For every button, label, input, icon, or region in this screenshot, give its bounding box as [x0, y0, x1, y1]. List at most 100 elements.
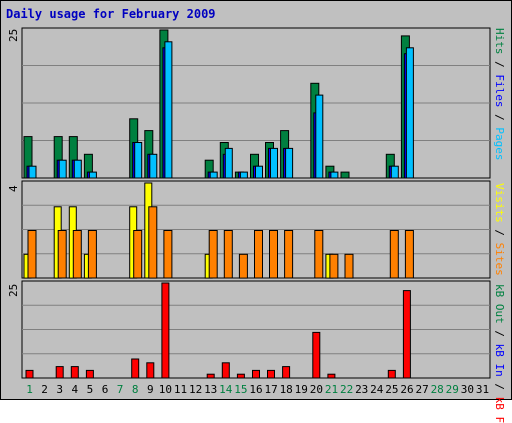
kbf-bar-day-21 [327, 373, 336, 379]
top-panel-legend: Hits / Files / Pages [493, 28, 506, 161]
legend-entry: kB Out [493, 284, 506, 324]
x-axis-tick-label: 9 [147, 383, 154, 396]
x-axis-tick-label: 23 [355, 383, 368, 396]
chart-plot: 1 2 3 4 5 6 7 8 9 10 11 12 13 14 15 16 17 18 19 20 21 22 23 24 2… [21, 27, 491, 396]
sites-bar-day-10 [163, 230, 173, 279]
sites-bar-day-9 [148, 206, 158, 279]
kbf-bar-day-9 [146, 362, 155, 379]
sites-bar-day-5 [87, 230, 97, 279]
pages-bar-day-20 [315, 94, 324, 179]
hits-bar-day-22 [340, 171, 350, 179]
x-axis-tick-label: 8 [132, 383, 139, 396]
middle-panel-ymax-label: 4 [7, 185, 20, 192]
legend-entry: / [493, 54, 506, 75]
x-axis-tick-label: 7 [117, 383, 124, 396]
pages-bar-day-5 [88, 171, 97, 179]
legend-entry: / [493, 323, 506, 344]
x-axis-tick-label: 5 [87, 383, 94, 396]
sites-bar-day-16 [254, 230, 263, 279]
legend-entry: kB F [493, 396, 506, 423]
sites-bar-day-18 [284, 230, 294, 279]
legend-entry: Hits [493, 28, 506, 55]
x-axis-tick-label: 22 [340, 383, 353, 396]
x-axis-tick-label: 16 [249, 383, 262, 396]
kbf-bar-day-26 [402, 290, 411, 379]
legend-entry: / [493, 222, 506, 243]
x-axis-tick-label: 25 [385, 383, 398, 396]
pages-bar-day-26 [405, 47, 414, 179]
kbf-bar-day-5 [85, 369, 94, 379]
sites-bar-day-21 [329, 253, 339, 279]
x-axis-tick-label: 30 [461, 383, 474, 396]
kbf-bar-day-10 [161, 282, 170, 379]
kbf-bar-day-14 [221, 362, 230, 379]
pages-bar-day-25 [390, 165, 399, 179]
x-axis-tick-label: 26 [400, 383, 413, 396]
sites-bar-day-20 [314, 230, 324, 279]
sites-bar-day-4 [72, 230, 82, 279]
top-panel-ymax-label: 25 [7, 28, 20, 42]
sites-bar-day-8 [133, 230, 143, 279]
kbf-bar-day-25 [387, 369, 396, 379]
x-axis-tick-label: 4 [71, 383, 78, 396]
pages-bar-day-1 [28, 165, 37, 179]
legend-entry: Visits [493, 183, 506, 223]
legend-entry: Pages [493, 127, 506, 161]
pages-bar-day-4 [73, 159, 82, 179]
legend-entry: / [493, 376, 506, 397]
kbf-bar-day-3 [55, 366, 64, 379]
sites-bar-day-22 [344, 253, 354, 279]
sites-bar-day-17 [269, 230, 278, 279]
x-axis-tick-label: 14 [219, 383, 233, 396]
legend-entry: Sites [493, 242, 506, 276]
kbf-bar-day-1 [25, 369, 34, 379]
sites-bar-day-26 [404, 230, 414, 279]
pages-bar-day-10 [164, 41, 173, 179]
x-axis-tick-label: 1 [26, 383, 33, 396]
x-axis-tick-label: 27 [415, 383, 428, 396]
pages-bar-day-13 [209, 171, 218, 179]
chart-title: Daily usage for February 2009 [6, 7, 216, 21]
x-axis-tick-label: 29 [446, 383, 459, 396]
sites-bar-day-3 [57, 230, 67, 279]
x-axis-tick-label: 17 [264, 383, 277, 396]
x-axis-tick-label: 28 [431, 383, 444, 396]
pages-bar-day-9 [149, 153, 158, 179]
x-axis-tick-label: 6 [102, 383, 109, 396]
sites-bar-day-1 [27, 230, 37, 279]
x-axis-tick-label: 3 [56, 383, 63, 396]
x-axis-tick-label: 13 [204, 383, 217, 396]
pages-bar-day-14 [224, 147, 233, 179]
sites-bar-day-15 [238, 253, 248, 279]
x-axis-tick-label: 2 [41, 383, 48, 396]
legend-entry: Files [493, 74, 506, 108]
kbf-bar-day-13 [206, 373, 215, 379]
x-axis-tick-label: 24 [370, 383, 384, 396]
kbf-bar-day-15 [236, 373, 245, 379]
pages-bar-day-8 [134, 142, 143, 179]
sites-bar-day-14 [223, 230, 233, 279]
middle-panel-legend: Visits / Sites [493, 183, 506, 276]
x-axis-tick-label: 20 [310, 383, 323, 396]
kbf-bar-day-18 [282, 366, 291, 379]
pages-bar-day-17 [270, 147, 278, 179]
x-axis-tick-label: 19 [295, 383, 308, 396]
x-axis-tick-label: 11 [174, 383, 187, 396]
kbf-bar-day-16 [252, 369, 260, 379]
x-axis-tick-label: 15 [234, 383, 247, 396]
x-axis-tick-label: 31 [476, 383, 489, 396]
kbf-bar-day-20 [312, 331, 321, 379]
pages-bar-day-21 [330, 171, 339, 179]
pages-bar-day-16 [255, 165, 263, 179]
x-axis-tick-label: 12 [189, 383, 202, 396]
kbf-bar-day-8 [131, 358, 140, 379]
x-axis-tick-label: 21 [325, 383, 338, 396]
x-axis-tick-label: 18 [280, 383, 293, 396]
pages-bar-day-15 [239, 171, 248, 179]
kbf-bar-day-4 [70, 366, 79, 379]
legend-entry: / [493, 107, 506, 128]
legend-entry: kB In [493, 343, 506, 377]
x-axis-tick-label: 10 [159, 383, 172, 396]
sites-bar-day-25 [389, 230, 399, 279]
kbf-bar-day-17 [267, 369, 275, 379]
